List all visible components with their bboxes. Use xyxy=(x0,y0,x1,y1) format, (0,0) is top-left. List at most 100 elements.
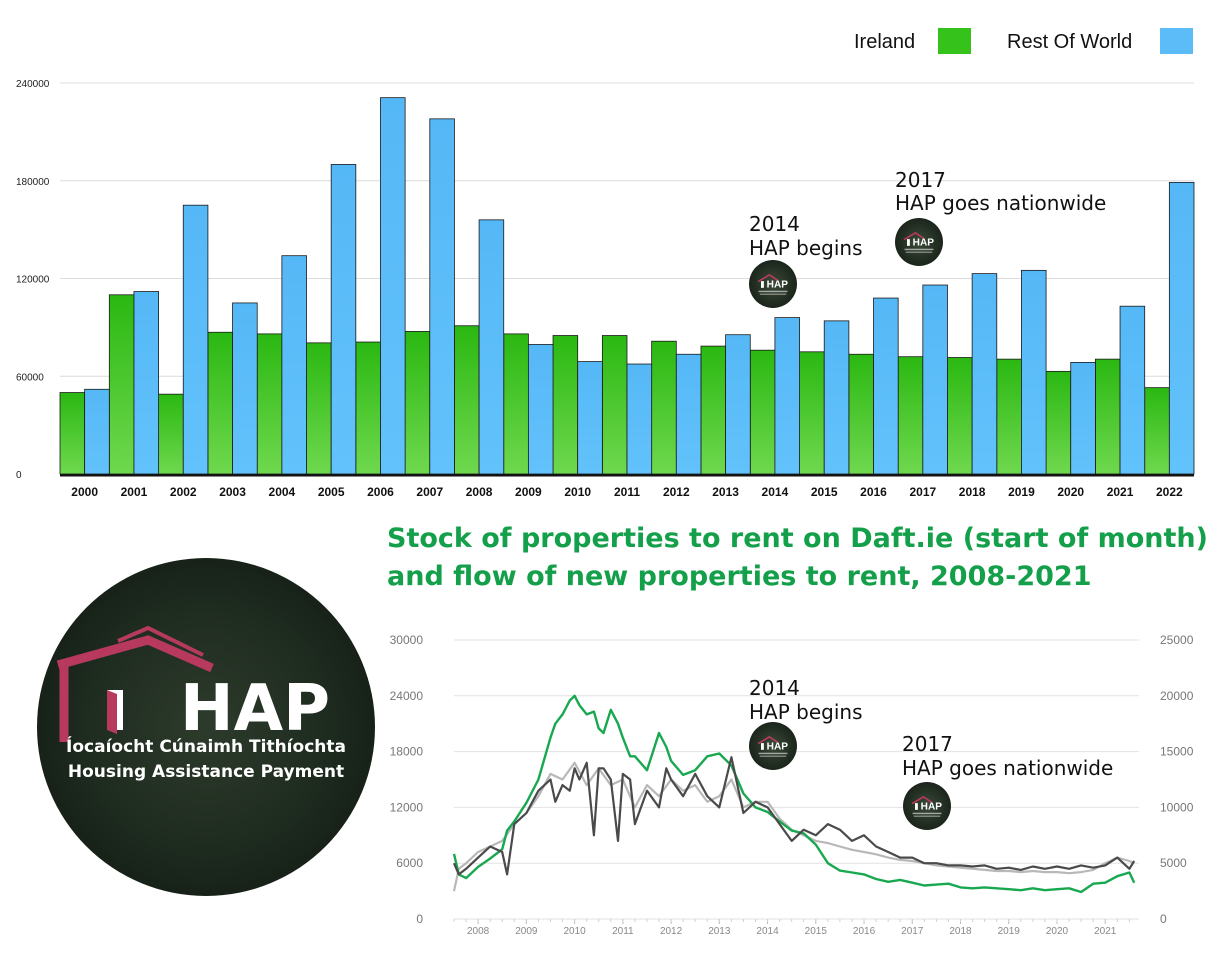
bar-rest-of-world-2021 xyxy=(1119,305,1146,475)
bar-y-tick-label: 120000 xyxy=(16,275,50,286)
bar-x-tick-label: 2012 xyxy=(663,485,690,499)
house-icon xyxy=(56,625,214,742)
bar-x-tick-label: 2007 xyxy=(416,485,443,499)
bar-ireland-2000 xyxy=(59,392,86,475)
bar-rest-of-world-2019 xyxy=(1021,269,1047,475)
house-icon xyxy=(757,735,779,745)
house-icon xyxy=(911,795,933,805)
bar-annotation-text: HAP begins xyxy=(749,236,863,260)
badge-circle xyxy=(903,782,951,830)
line-x-tick-label: 2013 xyxy=(708,926,731,937)
bar-ireland-2010 xyxy=(552,335,579,475)
line-x-tick-label: 2017 xyxy=(901,926,924,937)
hap-logo: HAP Íocaíocht Cúnaimh Tithíochta Housing… xyxy=(37,558,375,896)
line-annotation-year: 2017 xyxy=(902,732,953,756)
badge-label: HAP xyxy=(921,802,943,813)
line-right-tick-label: 20000 xyxy=(1160,689,1194,703)
house-icon xyxy=(757,273,779,283)
bar-rest-of-world-2020 xyxy=(1070,362,1096,475)
logo-circle xyxy=(37,558,375,896)
legend-swatch-ireland xyxy=(938,28,971,54)
line-series-1 xyxy=(452,756,1136,876)
line-left-tick-label: 24000 xyxy=(390,689,424,703)
hap-badge-icon: HAP xyxy=(749,260,797,308)
line-right-tick-label: 25000 xyxy=(1160,633,1194,647)
legend-label-rest-of-world: Rest Of World xyxy=(1007,31,1132,53)
line-chart-title-line2: and flow of new properties to rent, 2008… xyxy=(387,561,1092,592)
bar-chart: 0 60000 120000 180000 240000 2000 2001 2002 200… xyxy=(16,28,1195,499)
bar-rest-of-world-2005 xyxy=(330,164,357,475)
logo-mark: HAP xyxy=(180,672,330,746)
line-right-tick-label: 0 xyxy=(1160,912,1167,926)
bar-rest-of-world-2007 xyxy=(429,118,455,475)
bar-rest-of-world-2008 xyxy=(478,219,505,475)
bar-x-tick-label: 2013 xyxy=(712,485,739,499)
line-annotation-text: HAP goes nationwide xyxy=(902,756,1113,780)
line-x-tick-label: 2019 xyxy=(998,926,1021,937)
bar-rest-of-world-2000 xyxy=(84,388,110,475)
line-left-tick-label: 0 xyxy=(416,912,423,926)
bar-x-tick-label: 2019 xyxy=(1008,485,1035,499)
hap-badge-icon: HAP xyxy=(903,782,951,830)
bar-rest-of-world-2015 xyxy=(823,320,850,475)
hap-badge-icon: HAP xyxy=(749,722,797,770)
bar-rest-of-world-2002 xyxy=(182,204,209,475)
logo-english-text: Housing Assistance Payment xyxy=(68,762,344,782)
bar-rest-of-world-2016 xyxy=(873,297,899,475)
bar-ireland-2002 xyxy=(158,393,184,475)
bar-x-tick-label: 2000 xyxy=(71,485,98,499)
badge-label: HAP xyxy=(767,280,789,291)
line-x-tick-label: 2011 xyxy=(612,926,634,937)
line-x-tick-label: 2014 xyxy=(756,926,779,937)
bar-x-tick-label: 2010 xyxy=(564,485,591,499)
bar-y-tick-label: 240000 xyxy=(16,79,50,90)
line-x-tick-label: 2015 xyxy=(805,926,828,937)
bar-rest-of-world-2003 xyxy=(232,302,258,475)
line-annotation-text: HAP begins xyxy=(749,700,863,724)
line-x-tick-label: 2009 xyxy=(515,926,538,937)
bar-x-tick-label: 2005 xyxy=(318,485,345,499)
line-chart-title-line1: Stock of properties to rent on Daft.ie (… xyxy=(387,523,1208,554)
line-x-tick-label: 2018 xyxy=(949,926,972,937)
badge-circle xyxy=(749,260,797,308)
badge-label: HAP xyxy=(913,238,935,249)
house-icon xyxy=(903,231,925,241)
line-right-tick-label: 5000 xyxy=(1160,856,1187,870)
badge-circle xyxy=(895,218,943,266)
bar-x-tick-label: 2021 xyxy=(1107,485,1134,499)
badge-circle xyxy=(749,722,797,770)
bar-annotation-text: HAP goes nationwide xyxy=(895,191,1106,215)
bar-x-tick-label: 2006 xyxy=(367,485,394,499)
legend-swatch-rest-of-world xyxy=(1160,28,1193,54)
line-x-tick-label: 2016 xyxy=(853,926,876,937)
bar-x-tick-label: 2014 xyxy=(762,485,789,499)
bar-rest-of-world-2001 xyxy=(133,291,160,475)
bar-ireland-2008 xyxy=(454,325,480,475)
line-left-tick-label: 6000 xyxy=(396,856,423,870)
bar-rest-of-world-2012 xyxy=(675,353,702,475)
line-x-tick-label: 2010 xyxy=(563,926,586,937)
bar-ireland-2018 xyxy=(947,357,973,475)
line-series-2 xyxy=(452,761,1135,892)
bar-rest-of-world-2011 xyxy=(626,363,653,475)
bar-ireland-2001 xyxy=(108,294,135,475)
line-series-0 xyxy=(452,694,1136,894)
line-x-tick-label: 2008 xyxy=(467,926,490,937)
bar-x-tick-label: 2020 xyxy=(1057,485,1084,499)
bar-x-tick-label: 2009 xyxy=(515,485,542,499)
bar-ireland-2017 xyxy=(897,356,924,475)
line-left-tick-label: 12000 xyxy=(390,800,424,814)
bar-ireland-2006 xyxy=(355,341,381,475)
hap-badge-icon: HAP xyxy=(895,218,943,266)
bar-x-tick-label: 2022 xyxy=(1156,485,1183,499)
logo-irish-text: Íocaíocht Cúnaimh Tithíochta xyxy=(66,735,346,757)
bar-rest-of-world-2014 xyxy=(774,317,800,475)
bar-x-tick-label: 2003 xyxy=(219,485,246,499)
bar-ireland-2019 xyxy=(996,358,1022,475)
bar-x-tick-label: 2017 xyxy=(909,485,936,499)
legend-label-ireland: Ireland xyxy=(854,31,915,53)
bar-legend: Ireland Rest Of World xyxy=(854,28,1193,54)
bar-ireland-2022 xyxy=(1144,387,1170,475)
bar-rest-of-world-2010 xyxy=(577,361,603,475)
